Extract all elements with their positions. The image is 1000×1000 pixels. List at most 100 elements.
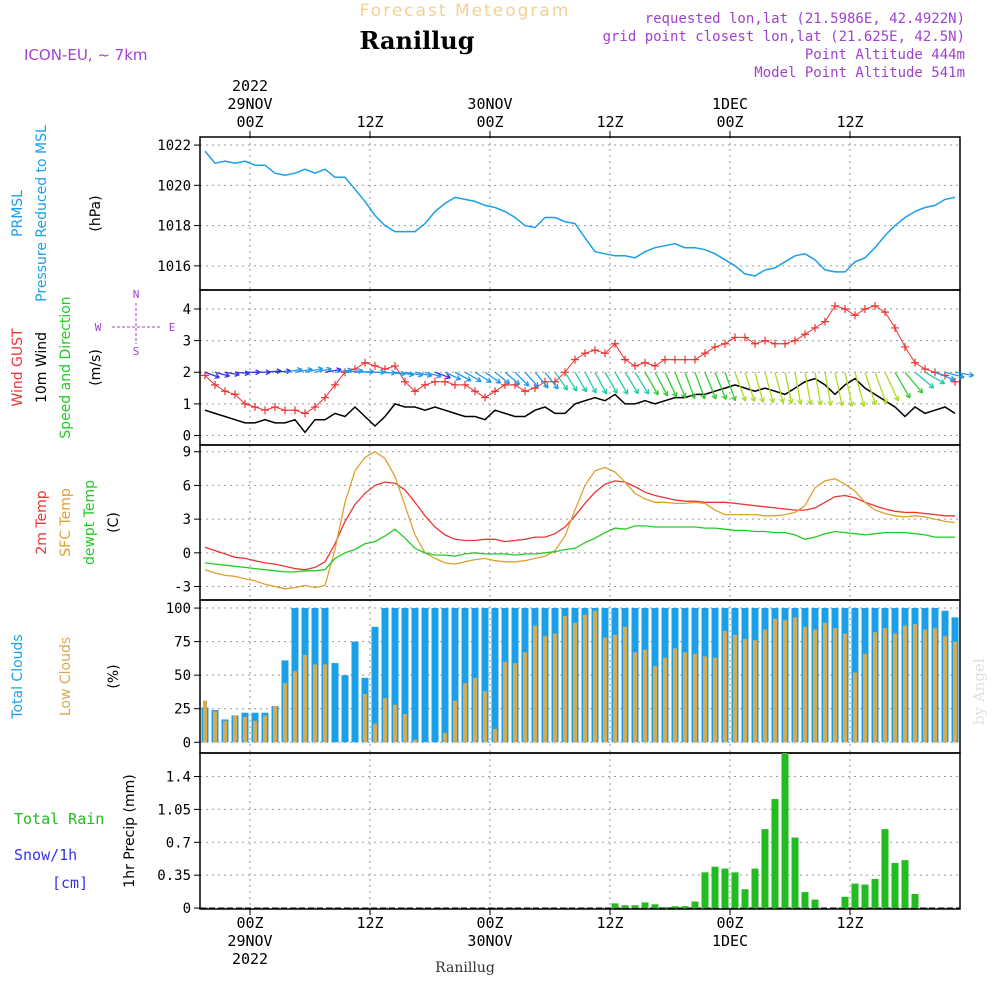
top-time-label: 30NOV <box>467 95 512 113</box>
wind-arrow <box>494 371 511 385</box>
low-cloud-bar <box>913 624 917 743</box>
credit-watermark: by Angel <box>970 658 988 725</box>
y-axis-label: (m/s) <box>88 349 104 386</box>
wind-arrow <box>644 371 659 396</box>
rain-bar <box>651 904 659 909</box>
wind-arrowhead <box>476 376 482 383</box>
gust-marker <box>901 342 909 351</box>
wind-arrowhead <box>759 397 765 403</box>
low-cloud-bar <box>803 626 807 743</box>
gust-marker <box>661 355 669 364</box>
total-cloud-bar <box>341 675 349 743</box>
grid-coords: grid point closest lon,lat (21.625E, 42.… <box>603 29 965 45</box>
low-cloud-bar <box>843 633 847 743</box>
wind-arrow <box>824 372 832 406</box>
rain-bar <box>751 868 759 909</box>
gust-marker <box>791 336 799 345</box>
rain-bar <box>881 829 889 909</box>
gust-marker <box>911 358 919 367</box>
rain-bar <box>711 866 719 909</box>
wind-arrow <box>674 372 686 399</box>
wind-arrow <box>794 372 802 405</box>
gust-marker <box>831 301 839 310</box>
gust-marker <box>401 377 409 386</box>
low-cloud-bar <box>683 652 687 743</box>
low-cloud-bar <box>793 617 797 743</box>
wind-arrow <box>454 371 472 382</box>
low-cloud-bar <box>613 634 617 743</box>
bottom-time-label: 00Z <box>716 914 743 932</box>
low-cloud-bar <box>453 700 457 743</box>
y-tick-label: 0.35 <box>157 868 191 884</box>
wind-arrow <box>864 372 877 406</box>
wind-arrowhead <box>581 386 587 393</box>
gust-marker <box>221 387 229 396</box>
low-cloud-bar <box>383 697 387 743</box>
y-tick-label: 6 <box>183 478 191 494</box>
wind-arrowhead <box>643 389 650 395</box>
compass-e: E <box>169 321 176 334</box>
rain-bar <box>771 799 779 909</box>
low-cloud-bar <box>853 672 857 743</box>
gust-marker <box>681 355 689 364</box>
low-cloud-bar <box>673 648 677 743</box>
y-axis-label: Total Clouds <box>10 634 26 719</box>
wind-arrowhead <box>662 390 669 397</box>
low-cloud-bar <box>743 638 747 743</box>
low-cloud-bar <box>533 625 537 743</box>
gust-marker <box>781 339 789 348</box>
wind-arrow <box>654 371 669 397</box>
wind-arrowhead <box>504 378 511 385</box>
y-axis-label: Pressure Reduced to MSL <box>34 125 50 302</box>
wind-arrow <box>914 371 935 389</box>
gust-marker <box>891 323 899 332</box>
gust-marker <box>301 409 309 418</box>
low-cloud-bar <box>643 649 647 743</box>
wind-arrowhead <box>779 397 785 404</box>
low-cloud-bar <box>203 700 207 743</box>
gust-marker <box>881 308 889 317</box>
low-cloud-bar <box>463 683 467 743</box>
low-cloud-bar <box>623 626 627 743</box>
y-tick-label: 0.7 <box>166 835 191 851</box>
y-tick-label: 2 <box>183 365 191 381</box>
gust-marker <box>251 403 259 412</box>
low-cloud-bar <box>703 656 707 743</box>
gust-marker <box>591 346 599 355</box>
low-cloud-bar <box>303 655 307 743</box>
gust-marker <box>291 406 299 415</box>
wind-arrow <box>764 372 774 403</box>
wind-arrowhead <box>700 393 707 400</box>
wind-arrow <box>614 371 629 395</box>
gust-marker <box>421 380 429 389</box>
rain-bar <box>671 906 679 909</box>
gust-marker <box>811 323 819 332</box>
low-cloud-bar <box>943 636 947 743</box>
low-cloud-bar <box>483 691 487 743</box>
gust-marker <box>571 355 579 364</box>
super-title: Forecast Meteogram <box>360 1 571 21</box>
gust-marker <box>751 339 759 348</box>
wind-arrow <box>544 371 559 390</box>
wind-arrow <box>554 371 568 391</box>
low-cloud-bar <box>663 657 667 743</box>
gust-marker <box>241 399 249 408</box>
wind-arrow <box>304 367 323 373</box>
wind-arrow <box>434 371 451 379</box>
wind-arrowhead <box>711 393 718 400</box>
y-axis-label: Speed and Direction <box>58 296 74 438</box>
wind-arrowhead <box>905 393 911 399</box>
y-tick-label: 100 <box>166 601 191 617</box>
gust-marker <box>581 349 589 358</box>
wind-arrow <box>524 371 539 388</box>
low-cloud-bar <box>403 714 407 743</box>
low-cloud-bar <box>863 653 867 743</box>
wind-arrow <box>754 372 764 403</box>
wind-arrowhead <box>750 396 757 402</box>
wind-arrow <box>784 372 793 404</box>
rain-bar <box>661 907 669 909</box>
gust-marker <box>441 377 449 386</box>
top-time-label: 00Z <box>476 113 503 131</box>
low-cloud-bar <box>563 616 567 743</box>
